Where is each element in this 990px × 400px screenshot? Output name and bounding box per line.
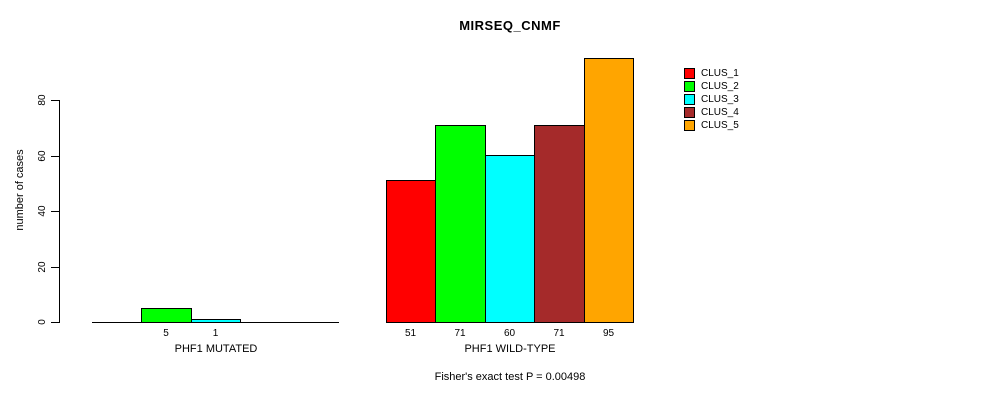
y-axis-tick [51, 322, 59, 323]
bar-clus_2 [141, 308, 192, 323]
y-axis-line [59, 100, 60, 323]
bar-clus_3 [191, 319, 241, 323]
legend-swatch-icon [684, 120, 695, 131]
legend-swatch-icon [684, 68, 695, 79]
bar-clus_2 [435, 125, 486, 323]
y-axis-tick [51, 267, 59, 268]
fisher-test-annotation: Fisher's exact test P = 0.00498 [434, 371, 586, 383]
legend-label: CLUS_5 [701, 120, 739, 131]
bar-value-label: 51 [404, 328, 417, 339]
bar-value-label: 95 [602, 328, 615, 339]
legend-swatch-icon [684, 107, 695, 118]
legend-item: CLUS_4 [684, 106, 739, 119]
legend: CLUS_1 CLUS_2 CLUS_3 CLUS_4 CLUS_5 [684, 67, 739, 132]
y-axis-tick [51, 211, 59, 212]
chart-title: MIRSEQ_CNMF [459, 18, 561, 33]
bar-clus_4 [534, 125, 585, 323]
legend-label: CLUS_1 [701, 68, 739, 79]
bar-clus_1 [386, 180, 436, 323]
bar-value-label: 1 [212, 328, 219, 339]
bar-clus_5 [584, 58, 634, 323]
bar-value-label: 5 [163, 328, 169, 339]
legend-label: CLUS_3 [701, 94, 739, 105]
legend-item: CLUS_2 [684, 80, 739, 93]
bar-value-label: 60 [503, 328, 516, 339]
bar-value-label: 71 [454, 328, 466, 339]
legend-item: CLUS_3 [684, 93, 739, 106]
legend-swatch-icon [684, 81, 695, 92]
group-label: PHF1 WILD-TYPE [464, 343, 556, 355]
legend-swatch-icon [684, 94, 695, 105]
group-label: PHF1 MUTATED [174, 343, 258, 355]
legend-item: CLUS_1 [684, 67, 739, 80]
legend-label: CLUS_2 [701, 81, 739, 92]
legend-label: CLUS_4 [701, 107, 739, 118]
y-axis-tick [51, 156, 59, 157]
legend-item: CLUS_5 [684, 119, 739, 132]
y-axis-tick [51, 100, 59, 101]
bar-value-label: 71 [553, 328, 565, 339]
bar-clus_3 [485, 155, 535, 323]
